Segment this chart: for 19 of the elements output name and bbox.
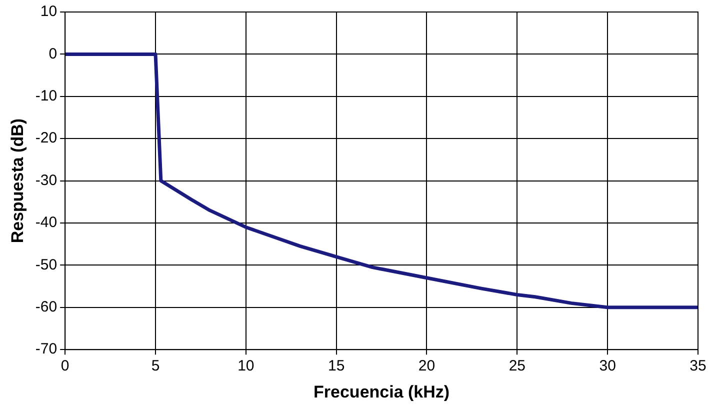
x-axis-title: Frecuencia (kHz) (314, 382, 450, 402)
x-tick-label: 5 (151, 358, 160, 375)
y-tick-label: -30 (35, 172, 58, 189)
y-axis-title: Respuesta (dB) (8, 118, 27, 244)
y-tick-label: -70 (35, 340, 58, 358)
y-tick-label: -20 (35, 130, 58, 147)
x-tick-label: 35 (690, 358, 706, 375)
y-tick-label: -40 (35, 214, 58, 232)
x-tick-label: 25 (508, 358, 526, 375)
y-tick-label: -50 (35, 256, 58, 274)
x-tick-label: 0 (60, 358, 70, 375)
x-tick-label: 30 (599, 358, 616, 375)
x-tick-label: 20 (418, 358, 436, 375)
y-tick-label: 0 (48, 45, 58, 62)
y-tick-label: 10 (40, 3, 58, 20)
x-tick-label: 15 (328, 358, 345, 375)
x-tick-label: 10 (238, 358, 254, 375)
y-tick-label: -10 (35, 88, 58, 105)
y-tick-label: -60 (35, 298, 58, 316)
